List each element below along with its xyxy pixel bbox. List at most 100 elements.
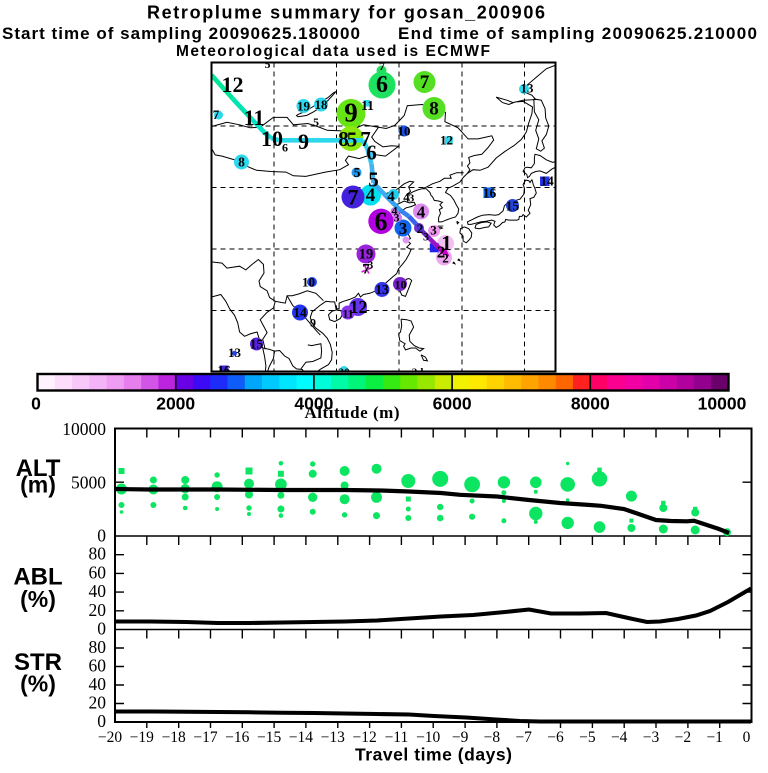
svg-text:19: 19 <box>297 99 311 114</box>
svg-text:8: 8 <box>429 99 439 120</box>
svg-text:0: 0 <box>743 729 751 746</box>
svg-text:10000: 10000 <box>62 419 106 439</box>
svg-text:19: 19 <box>359 247 374 263</box>
svg-text:3: 3 <box>368 260 374 272</box>
svg-text:ABL: ABL <box>13 564 62 591</box>
svg-text:20: 20 <box>89 693 107 713</box>
svg-text:7: 7 <box>420 72 430 93</box>
svg-text:10000: 10000 <box>698 394 747 414</box>
svg-text:End time of sampling 20090625.: End time of sampling 20090625.210000 <box>398 24 757 43</box>
svg-text:16: 16 <box>218 363 232 378</box>
svg-text:2000: 2000 <box>156 394 195 414</box>
svg-text:9: 9 <box>298 129 309 154</box>
svg-text:Start time of sampling 2009062: Start time of sampling 20090625.180000 <box>2 24 360 43</box>
svg-text:5000: 5000 <box>71 473 106 493</box>
svg-text:2: 2 <box>442 251 449 266</box>
svg-text:−18: −18 <box>162 729 186 746</box>
svg-text:8000: 8000 <box>571 394 610 414</box>
svg-text:0: 0 <box>97 526 106 546</box>
svg-text:3: 3 <box>394 211 400 225</box>
svg-text:3: 3 <box>430 223 437 238</box>
svg-text:5: 5 <box>347 128 358 152</box>
svg-text:13: 13 <box>521 81 535 96</box>
svg-text:10: 10 <box>398 124 411 139</box>
svg-text:4: 4 <box>403 190 410 205</box>
svg-text:80: 80 <box>89 637 107 657</box>
svg-text:STR: STR <box>14 649 62 676</box>
svg-text:−: − <box>437 219 444 233</box>
svg-text:9: 9 <box>344 98 358 128</box>
svg-text:60: 60 <box>89 562 107 582</box>
svg-text:6: 6 <box>282 141 288 155</box>
svg-text:−12: −12 <box>352 729 376 746</box>
svg-text:−20: −20 <box>98 729 122 746</box>
svg-text:4: 4 <box>417 203 426 222</box>
svg-text:−4: −4 <box>611 729 628 746</box>
svg-text:5: 5 <box>313 115 319 129</box>
svg-text:15: 15 <box>250 337 264 352</box>
svg-text:−16: −16 <box>225 729 249 746</box>
svg-text:−13: −13 <box>321 729 345 746</box>
svg-text:6: 6 <box>366 141 377 165</box>
svg-text:5: 5 <box>265 57 271 71</box>
svg-text:12: 12 <box>440 133 453 148</box>
svg-text:−9: −9 <box>452 729 469 746</box>
svg-text:80: 80 <box>89 544 107 564</box>
svg-text:12: 12 <box>350 297 368 317</box>
svg-text:Travel time (days): Travel time (days) <box>355 745 512 765</box>
svg-text:−15: −15 <box>257 729 281 746</box>
svg-text:13: 13 <box>228 345 242 360</box>
svg-text:10: 10 <box>395 278 407 292</box>
svg-text:−2: −2 <box>675 729 692 746</box>
svg-text:−19: −19 <box>130 729 154 746</box>
svg-text:0: 0 <box>97 619 106 639</box>
svg-text:−14: −14 <box>289 729 313 746</box>
svg-text:4: 4 <box>366 185 376 206</box>
svg-text:11: 11 <box>342 307 353 321</box>
svg-text:6: 6 <box>376 72 388 98</box>
svg-text:40: 40 <box>89 581 107 601</box>
svg-text:7: 7 <box>213 107 220 122</box>
svg-text:ALT: ALT <box>16 455 61 482</box>
svg-text:14: 14 <box>293 305 307 320</box>
svg-text:3: 3 <box>399 219 408 238</box>
svg-text:−7: −7 <box>515 729 532 746</box>
svg-text:3: 3 <box>423 230 429 244</box>
svg-text:2: 2 <box>417 221 424 236</box>
svg-text:−3: −3 <box>643 729 660 746</box>
svg-text:6000: 6000 <box>433 394 472 414</box>
svg-text:10: 10 <box>261 126 283 151</box>
svg-text:7: 7 <box>379 59 385 73</box>
svg-text:(m): (m) <box>20 472 56 498</box>
svg-text:5: 5 <box>354 165 361 180</box>
svg-text:Retroplume summary for gosan_2: Retroplume summary for gosan_200906 <box>147 3 545 23</box>
svg-text:12: 12 <box>222 72 244 97</box>
svg-text:11: 11 <box>244 105 265 130</box>
svg-text:14: 14 <box>540 174 554 189</box>
svg-text:(%): (%) <box>20 586 56 612</box>
svg-text:Altitude (m): Altitude (m) <box>305 403 400 422</box>
svg-text:(%): (%) <box>20 671 56 697</box>
svg-text:5: 5 <box>368 168 379 192</box>
svg-text:7: 7 <box>348 185 359 210</box>
svg-text:−8: −8 <box>484 729 501 746</box>
svg-text:1: 1 <box>441 231 452 255</box>
svg-text:8: 8 <box>238 155 245 170</box>
svg-text:13: 13 <box>375 282 389 297</box>
svg-text:4: 4 <box>392 204 398 218</box>
svg-text:3: 3 <box>409 193 415 205</box>
svg-text:−11: −11 <box>385 729 409 746</box>
svg-text:4000: 4000 <box>294 394 333 414</box>
svg-text:7: 7 <box>362 262 370 278</box>
svg-text:−5: −5 <box>579 729 596 746</box>
svg-text:40: 40 <box>89 674 107 694</box>
svg-text:4: 4 <box>387 189 395 205</box>
svg-text:16: 16 <box>483 186 497 201</box>
svg-text:9: 9 <box>310 316 316 330</box>
svg-text:8: 8 <box>338 127 349 151</box>
svg-text:15: 15 <box>506 199 520 214</box>
svg-text:−6: −6 <box>547 729 564 746</box>
svg-text:−17: −17 <box>193 729 217 746</box>
svg-text:0: 0 <box>97 711 106 731</box>
svg-text:−1: −1 <box>706 729 723 746</box>
